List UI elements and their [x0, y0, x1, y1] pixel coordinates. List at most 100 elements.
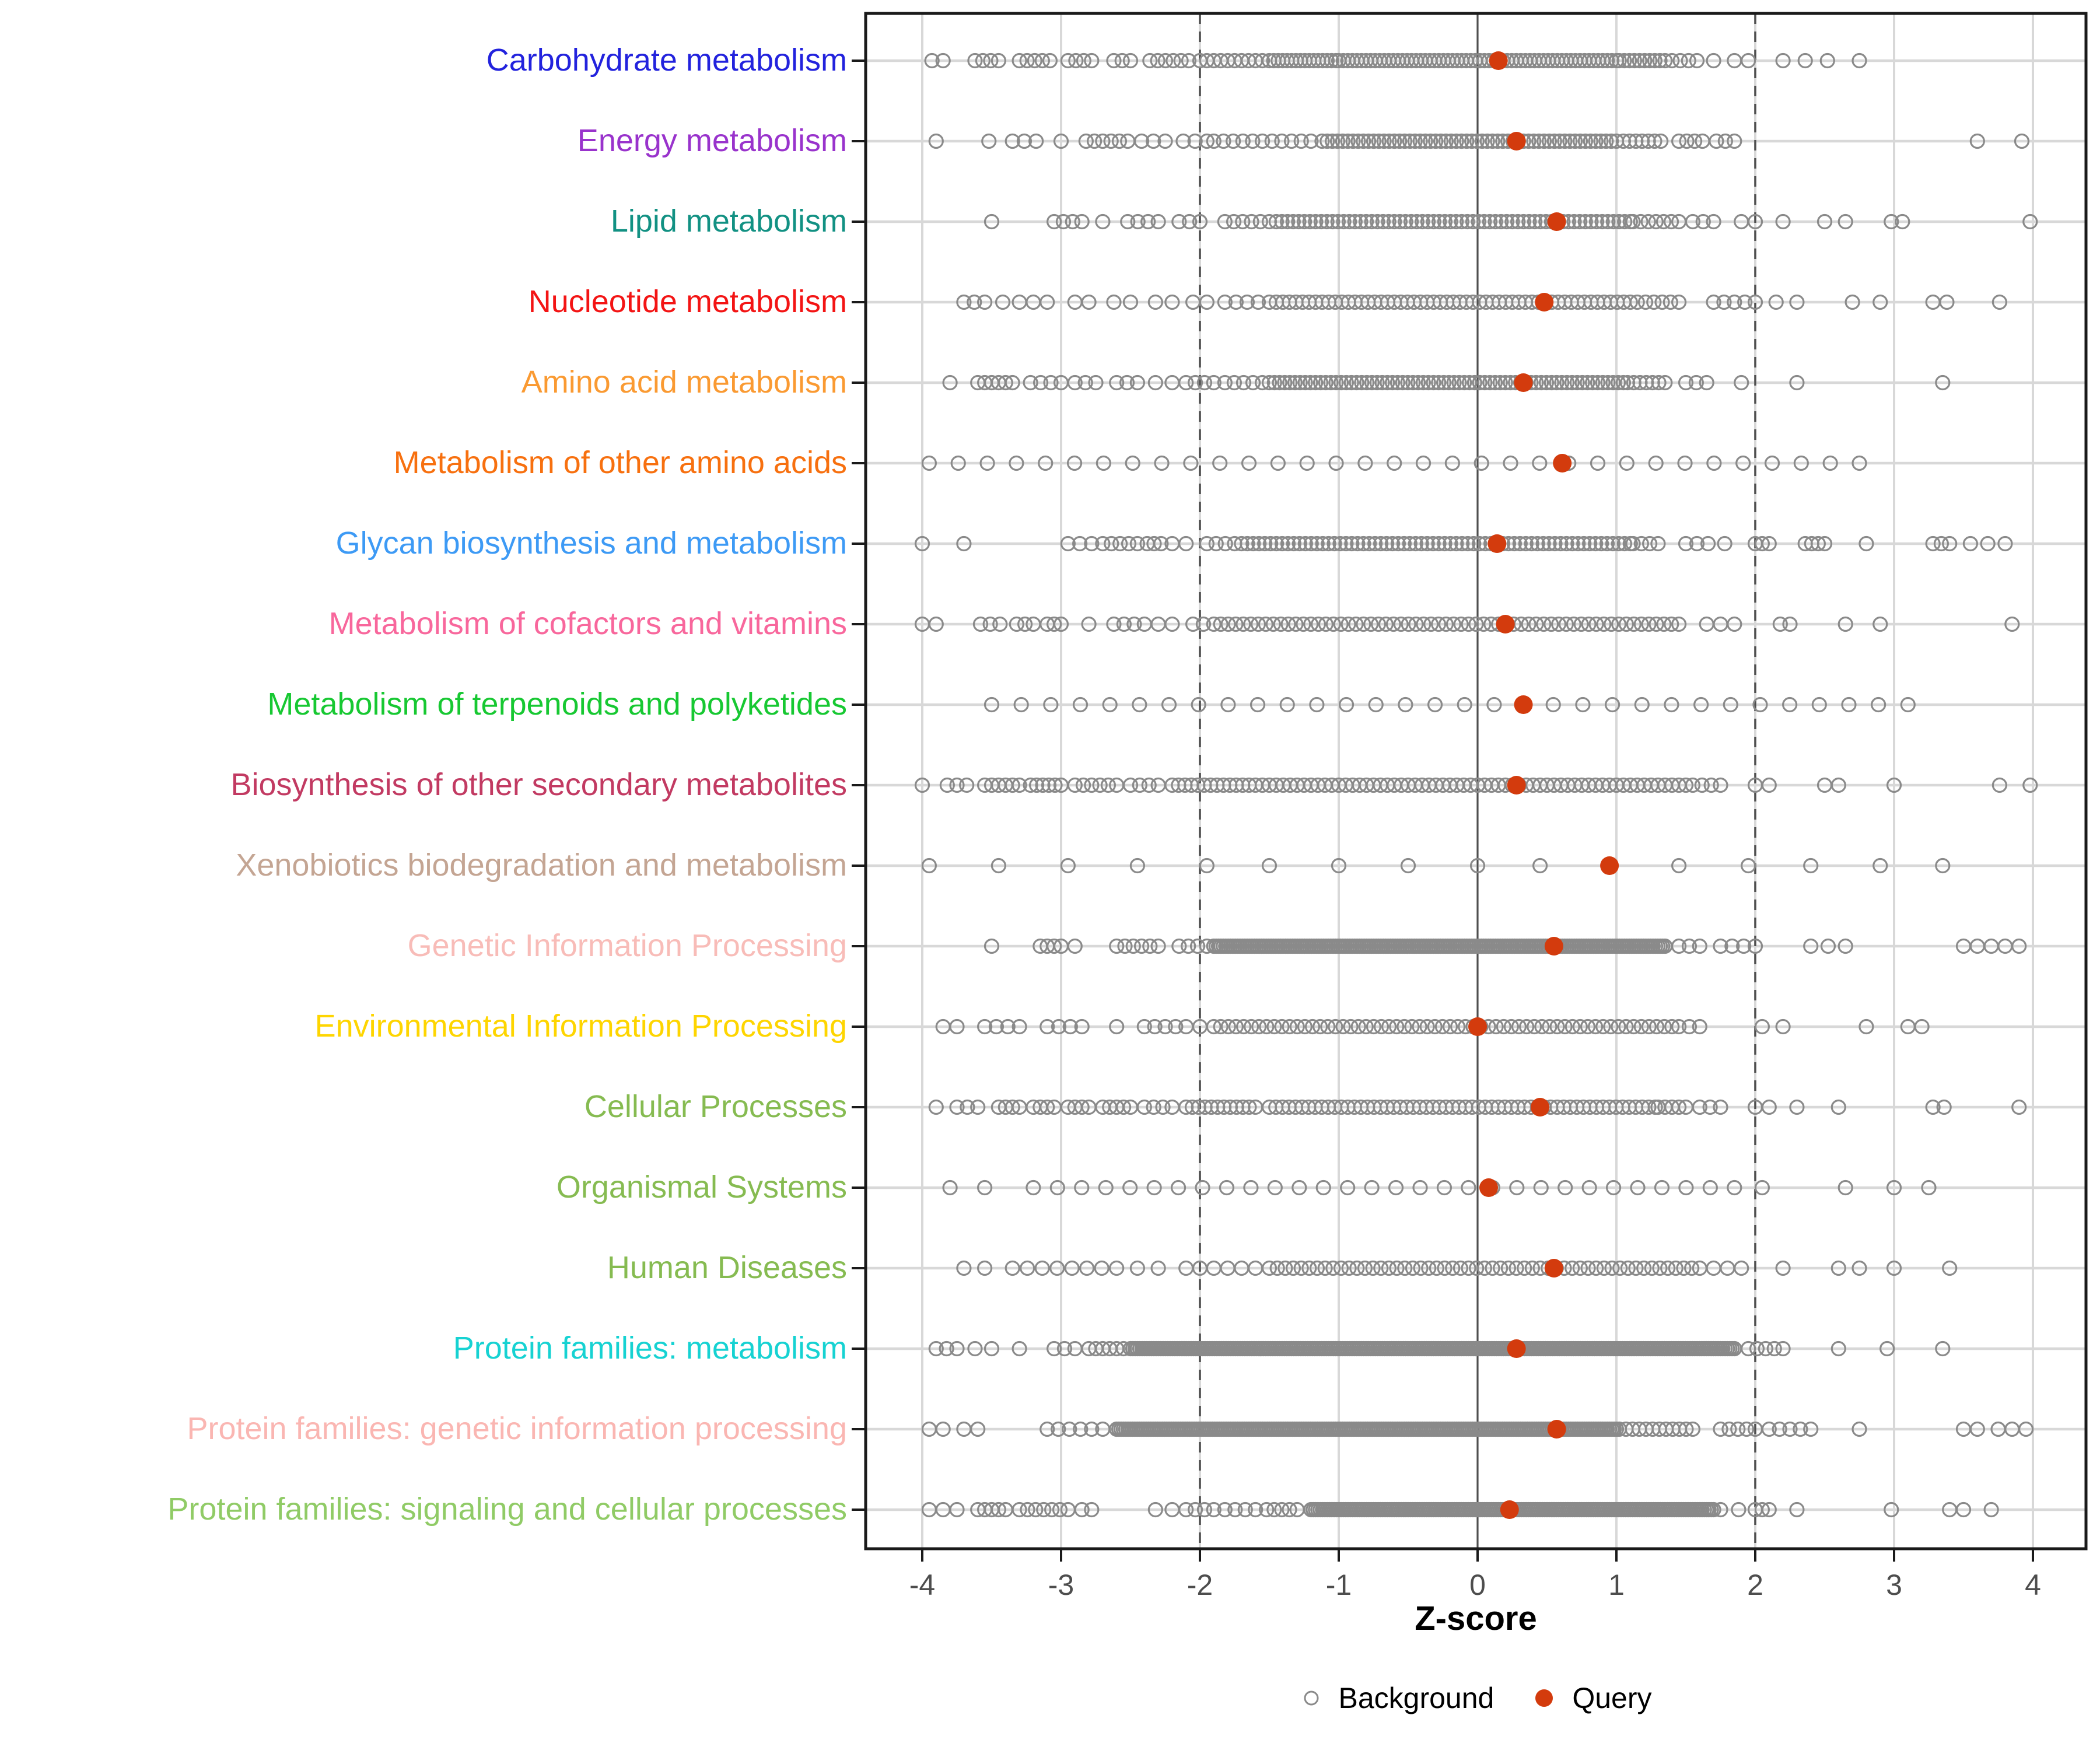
- background-point: [1482, 374, 1498, 391]
- background-point: [1559, 374, 1575, 391]
- background-point: [1060, 52, 1076, 69]
- background-point: [1078, 133, 1094, 149]
- background-point: [1654, 294, 1670, 310]
- background-point: [1302, 214, 1318, 230]
- background-point: [1375, 214, 1391, 230]
- background-point: [1817, 536, 1833, 552]
- background-point: [949, 1019, 965, 1035]
- background-point: [1020, 1502, 1035, 1518]
- background-point: [1141, 777, 1157, 793]
- background-point: [1615, 374, 1631, 391]
- background-point: [1425, 536, 1441, 552]
- background-point: [1357, 455, 1373, 471]
- background-point: [1431, 374, 1447, 391]
- background-point: [1485, 1260, 1500, 1276]
- background-point: [1309, 696, 1325, 713]
- background-point: [1226, 374, 1242, 391]
- background-point: [979, 455, 995, 471]
- background-point: [1969, 1421, 1985, 1437]
- background-point: [1935, 858, 1951, 874]
- background-point: [1772, 1421, 1787, 1437]
- background-point: [1098, 1180, 1114, 1196]
- background-point: [1094, 1260, 1110, 1276]
- background-point: [1490, 133, 1506, 149]
- background-point: [1641, 1099, 1657, 1115]
- background-point: [1656, 214, 1672, 230]
- background-point: [928, 133, 944, 149]
- background-point: [1340, 616, 1356, 632]
- background-point: [1671, 294, 1687, 310]
- background-point: [1594, 214, 1610, 230]
- background-point: [1076, 52, 1091, 69]
- background-point: [1109, 374, 1125, 391]
- background-point: [1886, 1180, 1902, 1196]
- background-point: [1398, 696, 1413, 713]
- background-point: [1761, 1502, 1777, 1518]
- background-point: [1427, 1019, 1443, 1035]
- background-point: [1752, 696, 1768, 713]
- background-point: [1106, 616, 1122, 632]
- background-point: [1761, 1421, 1777, 1437]
- background-point: [1350, 536, 1366, 552]
- background-point: [1245, 374, 1261, 391]
- background-point: [1633, 1019, 1649, 1035]
- x-axis-tick-label: 4: [2025, 1569, 2041, 1601]
- background-point: [1340, 133, 1356, 149]
- background-point: [1171, 214, 1187, 230]
- background-point: [1768, 294, 1784, 310]
- background-point: [1314, 133, 1330, 149]
- background-point: [1418, 133, 1433, 149]
- background-point: [1181, 938, 1196, 954]
- background-point: [1313, 214, 1329, 230]
- background-point: [1005, 1260, 1020, 1276]
- background-point: [935, 1421, 951, 1437]
- background-point: [1466, 374, 1482, 391]
- background-point: [1005, 133, 1020, 149]
- background-point: [1921, 1180, 1937, 1196]
- background-point: [1280, 536, 1296, 552]
- background-point: [1376, 133, 1392, 149]
- background-point: [1032, 374, 1049, 391]
- background-point: [1532, 858, 1548, 874]
- background-point: [1286, 536, 1302, 552]
- background-point: [1279, 696, 1295, 713]
- background-point: [1660, 1260, 1676, 1276]
- background-point: [975, 52, 991, 69]
- background-point: [1426, 214, 1441, 230]
- background-point: [1297, 1019, 1313, 1035]
- y-axis-category-label: Human Diseases: [607, 1250, 847, 1285]
- background-point: [1925, 1099, 1941, 1115]
- background-point: [1248, 1502, 1264, 1518]
- background-point: [1325, 616, 1341, 632]
- background-point: [1549, 374, 1564, 391]
- background-point: [1588, 536, 1604, 552]
- background-point: [1157, 52, 1174, 69]
- background-point: [1739, 1421, 1755, 1437]
- background-point: [1600, 52, 1615, 69]
- background-point: [1664, 696, 1679, 713]
- background-point: [1019, 52, 1035, 69]
- background-point: [1942, 1260, 1958, 1276]
- background-point: [1365, 1260, 1381, 1276]
- background-point: [1497, 374, 1513, 391]
- background-point: [1150, 1260, 1166, 1276]
- background-point: [1315, 536, 1331, 552]
- background-point: [1657, 52, 1673, 69]
- background-point: [1541, 536, 1557, 552]
- background-point: [1129, 858, 1146, 874]
- background-point: [1303, 536, 1319, 552]
- background-point: [1303, 616, 1319, 632]
- background-point: [991, 858, 1007, 874]
- background-point: [1415, 374, 1431, 391]
- background-point: [1811, 696, 1827, 713]
- background-point: [1782, 616, 1798, 632]
- background-point: [1407, 133, 1423, 149]
- background-point: [1831, 1260, 1846, 1276]
- x-axis-tick-label: -4: [909, 1569, 936, 1601]
- background-point: [1049, 1260, 1065, 1276]
- background-point: [1378, 616, 1394, 632]
- background-point: [1396, 133, 1413, 149]
- background-point: [1065, 214, 1080, 230]
- background-point: [1241, 1099, 1257, 1115]
- y-axis-category-label: Cellular Processes: [584, 1088, 847, 1124]
